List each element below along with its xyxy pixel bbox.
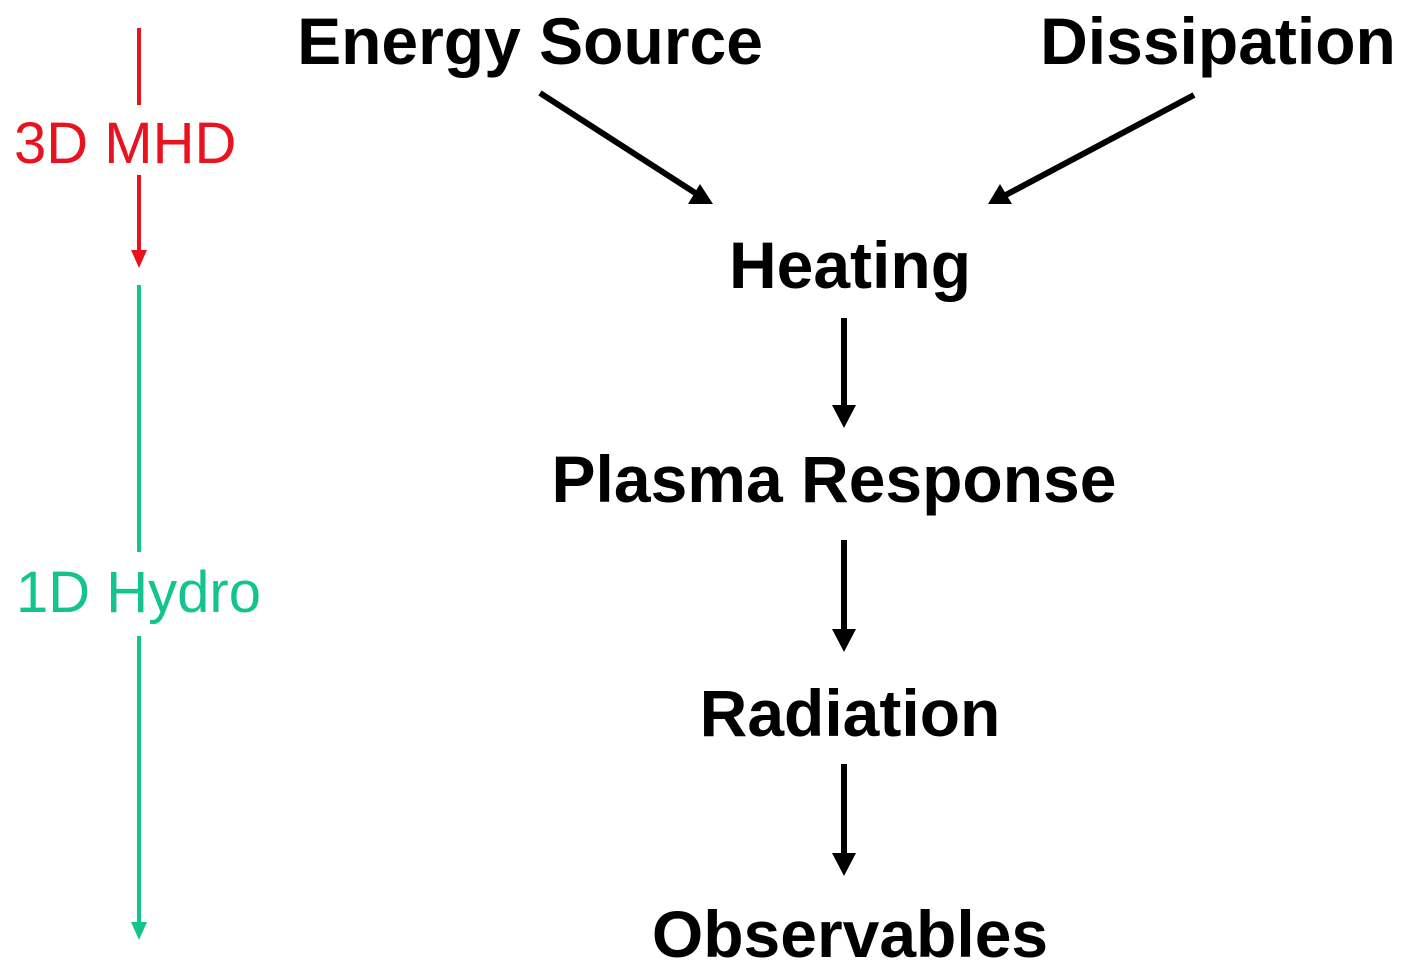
node-label: Plasma Response bbox=[552, 442, 1117, 516]
stage-label: 3D MHD bbox=[14, 111, 236, 176]
mhd-arrow bbox=[131, 28, 147, 268]
arrow-head bbox=[832, 405, 856, 428]
arrow bbox=[1000, 92, 1196, 200]
node-label: Heating bbox=[729, 228, 971, 302]
arrow-head bbox=[832, 853, 856, 876]
node-label: Dissipation bbox=[1040, 4, 1396, 78]
arrow-head bbox=[832, 629, 856, 652]
arrow-head bbox=[131, 250, 147, 268]
arrows bbox=[538, 90, 1196, 876]
arrow bbox=[538, 90, 702, 199]
arrow-head bbox=[988, 184, 1012, 204]
arrow-head bbox=[688, 184, 713, 204]
node-label: Observables bbox=[652, 897, 1048, 964]
node-label: Energy Source bbox=[297, 4, 763, 78]
node-label: Radiation bbox=[700, 676, 1001, 750]
hydro-arrow bbox=[131, 285, 147, 940]
stage-label: 1D Hydro bbox=[16, 560, 261, 625]
arrow-head bbox=[131, 922, 147, 940]
